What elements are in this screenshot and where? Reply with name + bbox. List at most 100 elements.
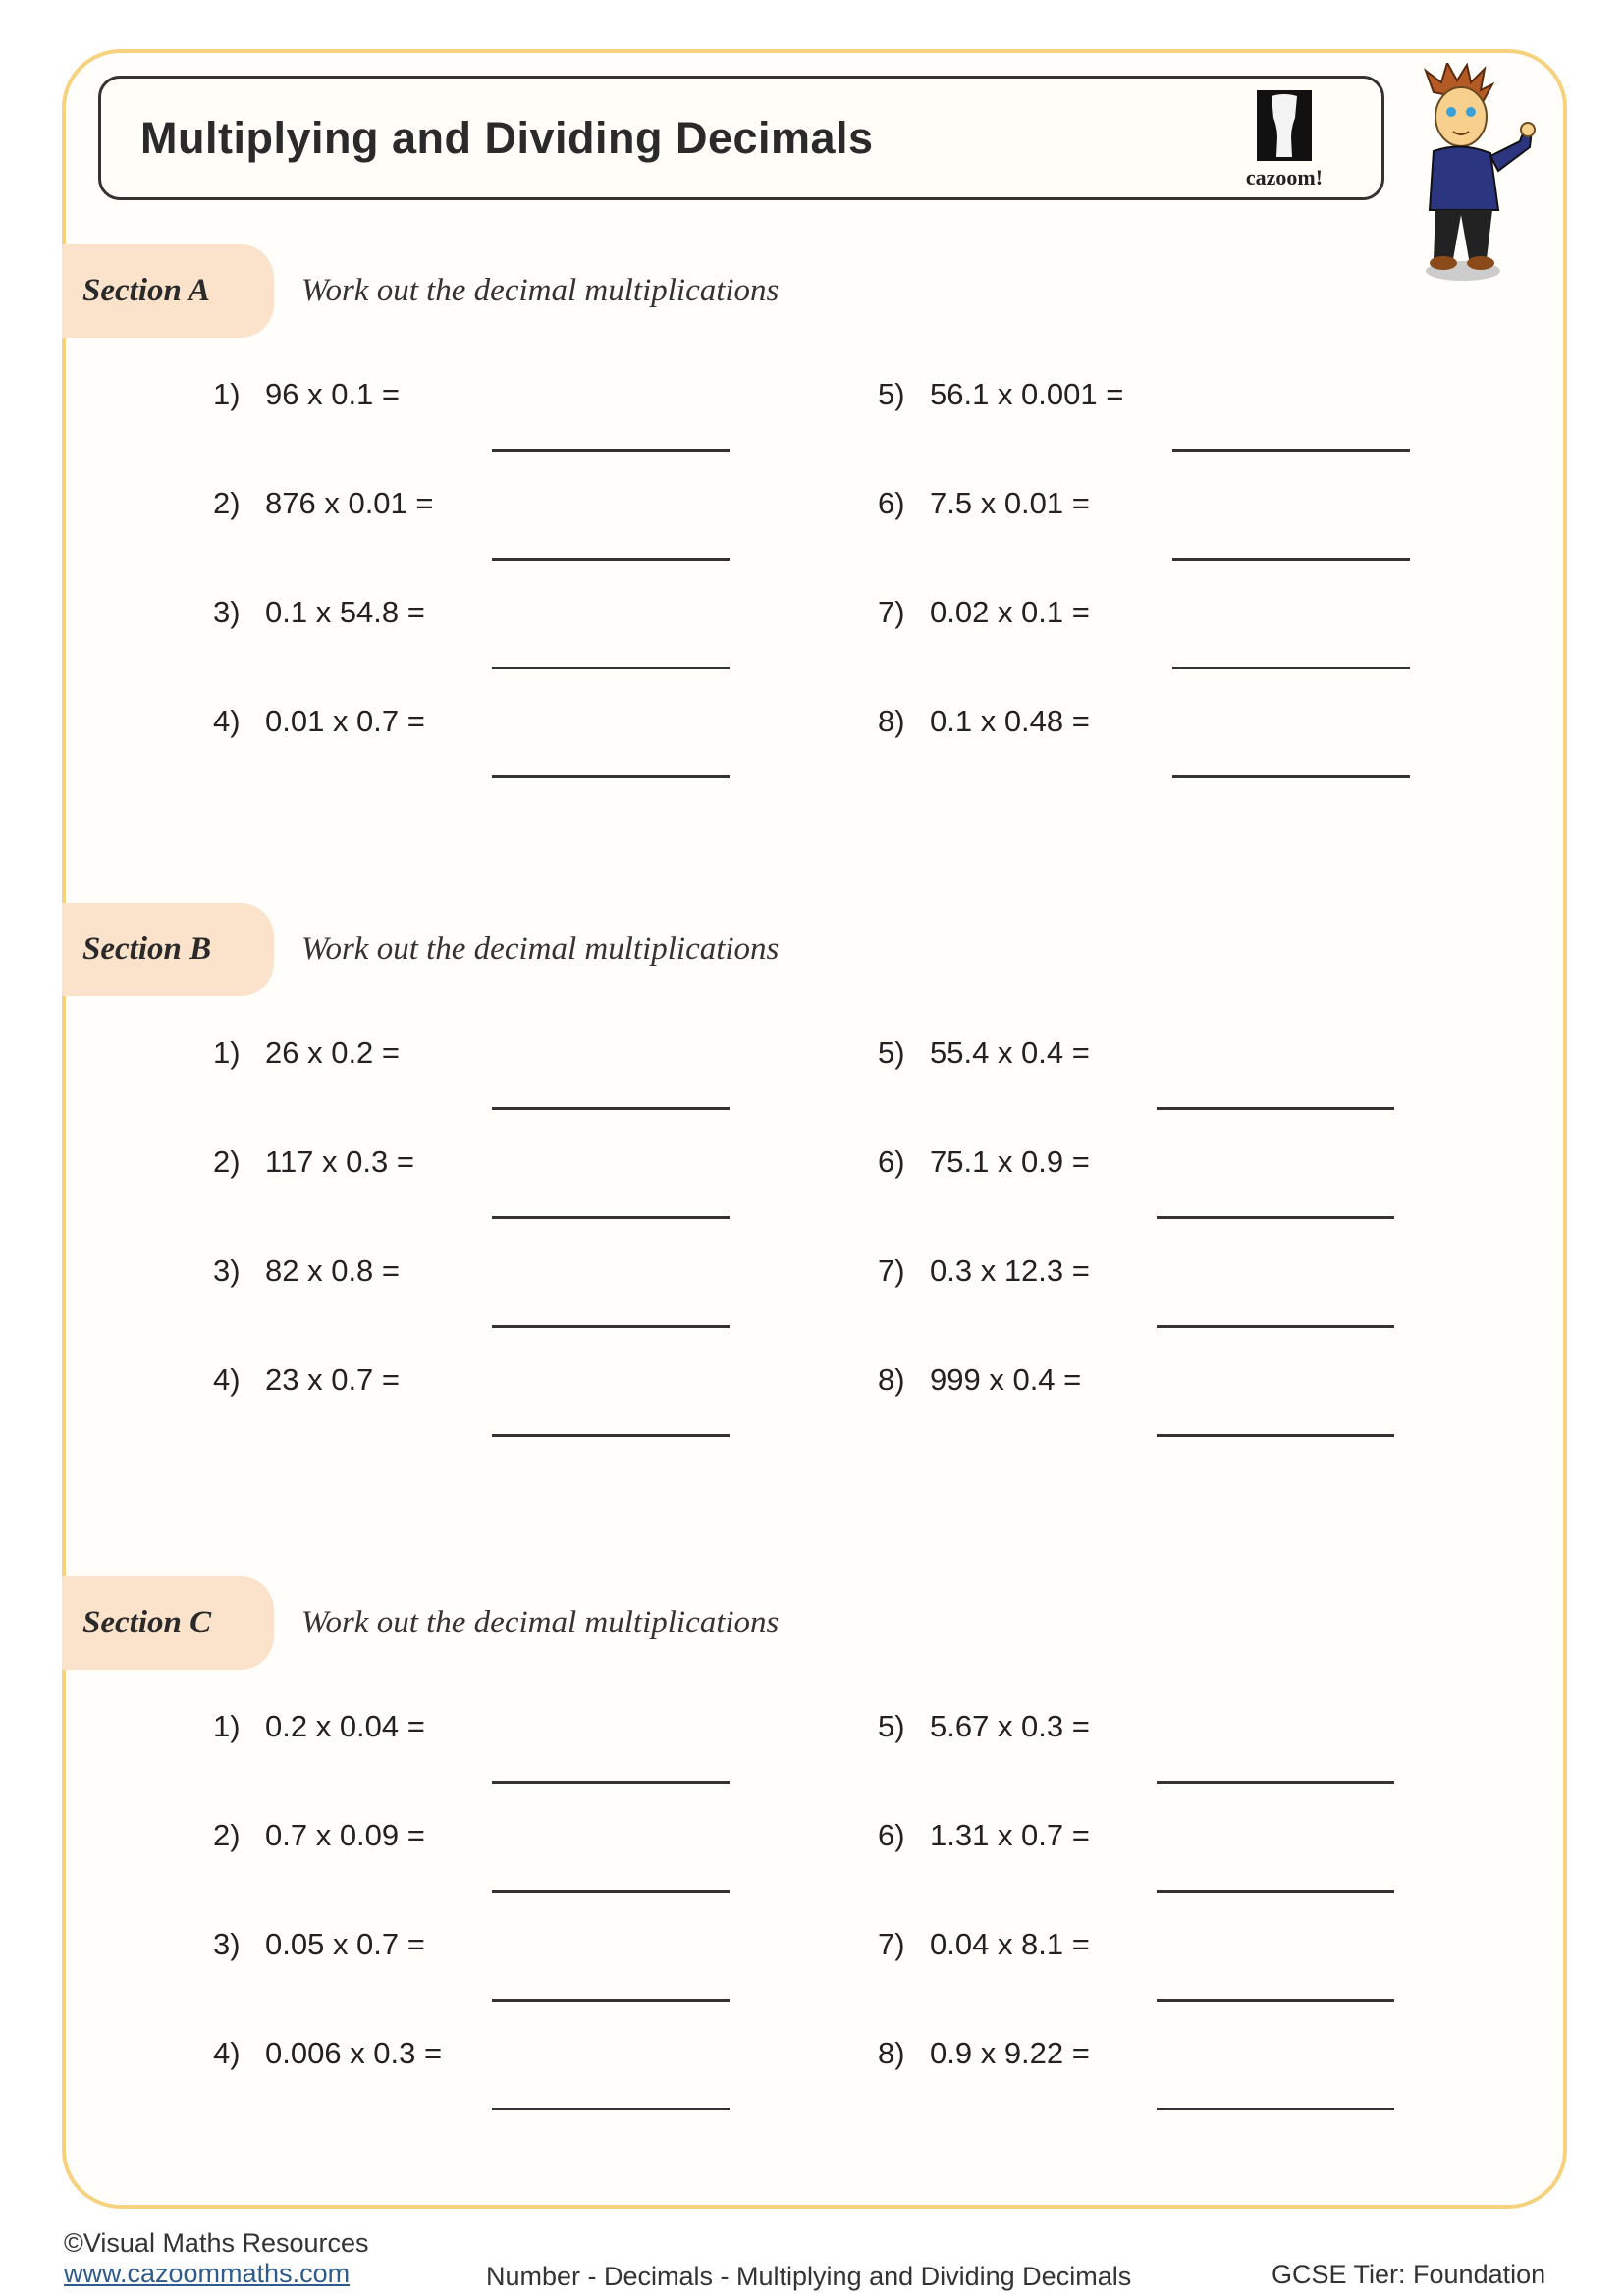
question-expression: 0.2 x 0.04 = — [265, 1709, 425, 1743]
question-number: 7) — [878, 1927, 905, 1961]
question-expression: 0.05 x 0.7 = — [265, 1927, 425, 1961]
answer-line[interactable] — [492, 1216, 730, 1219]
question: 5) 55.4 x 0.4 = — [878, 1036, 1090, 1071]
question: 6) 75.1 x 0.9 = — [878, 1145, 1090, 1180]
question: 6) 7.5 x 0.01 = — [878, 486, 1090, 521]
question-number: 3) — [213, 1254, 241, 1288]
answer-line[interactable] — [1157, 1107, 1394, 1110]
answer-line[interactable] — [1157, 2108, 1394, 2110]
question: 2) 876 x 0.01 = — [213, 486, 434, 521]
answer-line[interactable] — [1157, 1890, 1394, 1893]
section-instruction: Work out the decimal multiplications — [301, 932, 780, 967]
question-expression: 5.67 x 0.3 = — [930, 1709, 1090, 1743]
answer-line[interactable] — [492, 1999, 730, 2002]
question-expression: 96 x 0.1 = — [265, 377, 401, 411]
topic-text: Number - Decimals - Multiplying and Divi… — [486, 2262, 1132, 2291]
question-expression: 0.9 x 9.22 = — [930, 2036, 1090, 2070]
question-expression: 0.02 x 0.1 = — [930, 595, 1090, 629]
question: 6) 1.31 x 0.7 = — [878, 1818, 1090, 1853]
question-expression: 876 x 0.01 = — [265, 486, 434, 520]
answer-line[interactable] — [492, 667, 730, 669]
question-number: 2) — [213, 486, 241, 520]
answer-line[interactable] — [1157, 1781, 1394, 1784]
question: 2) 117 x 0.3 = — [213, 1145, 414, 1180]
cazoom-logo: cazoom! — [1230, 88, 1338, 192]
question: 1) 0.2 x 0.04 = — [213, 1709, 425, 1744]
answer-line[interactable] — [492, 1325, 730, 1328]
question: 4) 0.006 x 0.3 = — [213, 2036, 442, 2071]
question: 3) 0.05 x 0.7 = — [213, 1927, 425, 1962]
question-number: 4) — [213, 2036, 241, 2070]
question-expression: 0.04 x 8.1 = — [930, 1927, 1090, 1961]
copyright-text: ©Visual Maths Resources — [64, 2228, 369, 2258]
question-expression: 0.1 x 0.48 = — [930, 704, 1090, 738]
title-box: Multiplying and Dividing Decimals cazoom… — [98, 76, 1384, 200]
cartoon-character-icon — [1423, 63, 1536, 281]
question-number: 5) — [878, 1709, 905, 1743]
question: 1) 26 x 0.2 = — [213, 1036, 400, 1071]
question: 8) 999 x 0.4 = — [878, 1362, 1081, 1398]
section-instruction: Work out the decimal multiplications — [301, 273, 780, 308]
answer-line[interactable] — [492, 1890, 730, 1893]
question-number: 6) — [878, 486, 905, 520]
question-expression: 75.1 x 0.9 = — [930, 1145, 1090, 1179]
answer-line[interactable] — [492, 558, 730, 561]
section-label: Section A — [82, 273, 210, 308]
question-number: 7) — [878, 1254, 905, 1288]
question-number: 6) — [878, 1818, 905, 1852]
question-expression: 0.01 x 0.7 = — [265, 704, 425, 738]
question-number: 5) — [878, 377, 905, 411]
question-expression: 117 x 0.3 = — [265, 1145, 414, 1179]
question: 8) 0.1 x 0.48 = — [878, 704, 1090, 739]
website-link[interactable]: www.cazoommaths.com — [64, 2259, 351, 2288]
question-number: 2) — [213, 1818, 241, 1852]
question-expression: 0.7 x 0.09 = — [265, 1818, 425, 1852]
question-number: 4) — [213, 704, 241, 738]
section-label: Section B — [82, 932, 212, 967]
question-expression: 999 x 0.4 = — [930, 1362, 1082, 1397]
question: 5) 56.1 x 0.001 = — [878, 377, 1123, 412]
question: 3) 82 x 0.8 = — [213, 1254, 400, 1289]
question-expression: 0.1 x 54.8 = — [265, 595, 425, 629]
question-number: 2) — [213, 1145, 241, 1179]
answer-line[interactable] — [1172, 558, 1410, 561]
question-number: 1) — [213, 377, 241, 411]
answer-line[interactable] — [1172, 667, 1410, 669]
question: 7) 0.3 x 12.3 = — [878, 1254, 1090, 1289]
question: 4) 0.01 x 0.7 = — [213, 704, 425, 739]
question: 5) 5.67 x 0.3 = — [878, 1709, 1090, 1744]
question-number: 8) — [878, 704, 905, 738]
question-expression: 23 x 0.7 = — [265, 1362, 401, 1397]
answer-line[interactable] — [1157, 1216, 1394, 1219]
question: 8) 0.9 x 9.22 = — [878, 2036, 1090, 2071]
page-title: Multiplying and Dividing Decimals — [140, 113, 874, 163]
question: 3) 0.1 x 54.8 = — [213, 595, 425, 630]
section-instruction: Work out the decimal multiplications — [301, 1605, 780, 1640]
question-number: 4) — [213, 1362, 241, 1397]
question-expression: 82 x 0.8 = — [265, 1254, 401, 1288]
answer-line[interactable] — [1157, 1434, 1394, 1437]
answer-line[interactable] — [492, 1107, 730, 1110]
answer-line[interactable] — [492, 775, 730, 778]
answer-line[interactable] — [1172, 775, 1410, 778]
answer-line[interactable] — [492, 1781, 730, 1784]
answer-line[interactable] — [492, 1434, 730, 1437]
question-expression: 56.1 x 0.001 = — [930, 377, 1124, 411]
question-number: 6) — [878, 1145, 905, 1179]
question-number: 5) — [878, 1036, 905, 1070]
question: 2) 0.7 x 0.09 = — [213, 1818, 425, 1853]
answer-line[interactable] — [492, 2108, 730, 2110]
question-expression: 55.4 x 0.4 = — [930, 1036, 1090, 1070]
answer-line[interactable] — [1172, 449, 1410, 452]
question-number: 8) — [878, 1362, 905, 1397]
answer-line[interactable] — [492, 449, 730, 452]
question: 7) 0.04 x 8.1 = — [878, 1927, 1090, 1962]
worksheet-frame — [62, 49, 1567, 2209]
question-expression: 0.3 x 12.3 = — [930, 1254, 1090, 1288]
logo-icon — [1257, 90, 1312, 161]
answer-line[interactable] — [1157, 1999, 1394, 2002]
answer-line[interactable] — [1157, 1325, 1394, 1328]
question-expression: 0.006 x 0.3 = — [265, 2036, 443, 2070]
logo-text: cazoom! — [1245, 165, 1324, 189]
section-label: Section C — [82, 1605, 212, 1640]
